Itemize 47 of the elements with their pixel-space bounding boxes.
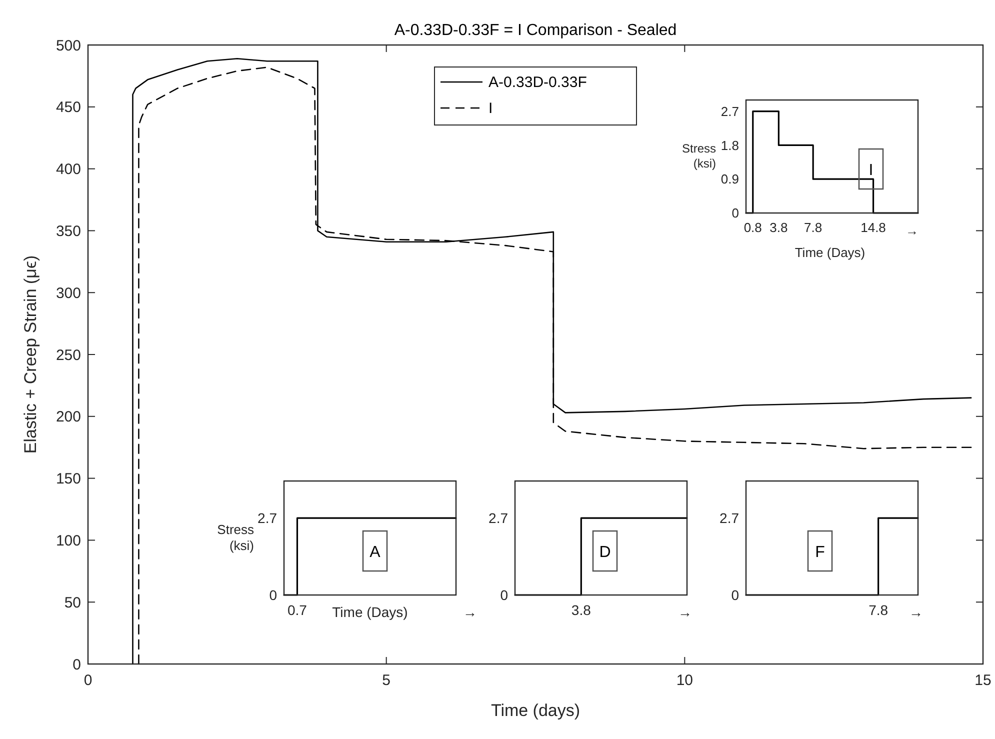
x-tick-label: 7.8: [804, 220, 822, 235]
x-tick-label: 3.8: [770, 220, 788, 235]
x-tick-label: 15: [974, 672, 992, 689]
y-tick-label: 1.8: [720, 138, 739, 153]
annotation: F: [815, 544, 826, 561]
annotation: →: [906, 223, 918, 238]
y-tick-label: 100: [56, 532, 81, 550]
x-tick-label: 0.7: [287, 602, 308, 618]
y-tick-label: 200: [56, 408, 81, 426]
x-tick-label: 0.8: [744, 220, 762, 235]
y-tick-label: 300: [56, 284, 81, 302]
annotation: D: [599, 544, 611, 561]
legend-label: I: [488, 100, 493, 117]
x-tick-label: 5: [382, 672, 391, 689]
annotation: →: [678, 604, 692, 620]
chart-title: A-0.33D-0.33F = I Comparison - Sealed: [394, 22, 677, 39]
y-tick-label: 400: [56, 161, 81, 178]
y-tick-label: 500: [56, 37, 81, 54]
x-tick-label: 3.8: [571, 602, 592, 618]
x-tick-label: 7.8: [868, 602, 888, 618]
legend-label: A-0.33D-0.33F: [488, 74, 587, 91]
y-tick-label: 0: [72, 656, 81, 674]
y-tick-label: 2.7: [720, 104, 739, 119]
y-tick-label: 2.7: [258, 510, 278, 526]
y-axis-title: Stress (ksi): [217, 522, 254, 553]
x-tick-label: 10: [676, 672, 694, 689]
annotation: A: [370, 544, 381, 561]
x-tick-label: 14.8: [860, 220, 886, 235]
annotation: →: [463, 604, 477, 620]
x-tick-label: 0: [84, 672, 92, 689]
annotation: I: [868, 162, 874, 179]
x-axis-title: Time (Days): [794, 245, 866, 260]
y-tick-label: 0: [732, 206, 739, 221]
y-tick-label: 350: [56, 222, 81, 240]
y-tick-label: 0: [731, 586, 740, 603]
annotation: →: [909, 604, 923, 620]
y-tick-label: 2.7: [488, 510, 508, 526]
y-tick-label: 2.7: [720, 510, 740, 526]
y-axis-title: Elastic + Creep Strain (μϵ): [21, 255, 40, 454]
y-tick-label: 50: [64, 594, 81, 612]
y-tick-label: 0.9: [720, 172, 739, 187]
x-axis-title: Time (days): [490, 701, 580, 720]
y-axis-title: Stress (ksi): [682, 142, 716, 170]
y-tick-label: 450: [56, 99, 81, 116]
y-tick-label: 250: [56, 346, 81, 364]
x-axis-title: Time (Days): [332, 604, 408, 620]
y-tick-label: 150: [56, 470, 81, 488]
